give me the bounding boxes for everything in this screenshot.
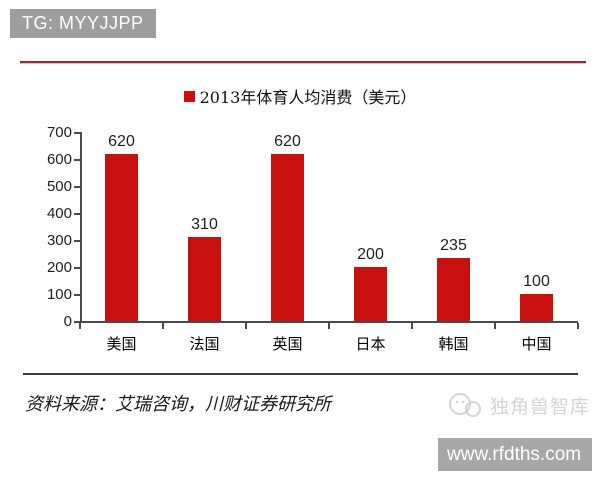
y-tick-mark [74,132,80,134]
y-axis-line [80,132,82,323]
legend-color-swatch-icon [183,90,195,102]
watermark: 独角兽智库 [447,391,590,419]
bar [354,267,387,321]
x-tick-label: 英国 [272,335,303,353]
x-tick-label: 法国 [189,335,220,353]
y-tick-mark [74,294,80,296]
y-tick-label: 100 [46,286,72,303]
y-tick-label: 700 [46,124,72,141]
y-tick-mark [74,159,80,161]
x-tick-label: 韩国 [438,335,469,353]
x-axis-line [80,321,578,323]
y-tick-mark [74,240,80,242]
y-tick-mark [74,186,80,188]
bar-value-label: 200 [357,246,384,263]
y-tick-label: 0 [63,313,72,330]
x-tick-mark [328,323,330,329]
bar-value-label: 235 [440,236,467,254]
y-tick-label: 300 [46,232,72,249]
x-tick-label: 中国 [521,335,552,353]
bar [520,294,553,321]
x-tick-mark [162,323,164,329]
website-badge: www.rfdths.com [438,438,592,471]
y-tick-label: 600 [46,151,72,168]
x-tick-mark [494,323,496,329]
bar [271,153,304,321]
source-note: 资料来源：艾瑞咨询，川财证券研究所 [25,394,331,415]
y-tick-mark [74,321,80,323]
chart-legend: 2013年体育人均消费（美元） [0,84,600,108]
unicorn-hub-logo-icon [447,391,483,419]
y-tick-mark [74,267,80,269]
tg-badge: TG: MYYJJPP [10,9,156,38]
y-tick-label: 400 [46,205,72,222]
x-tick-mark [79,323,81,329]
bar-value-label: 100 [523,273,550,290]
bar-value-label: 620 [274,132,301,150]
watermark-label: 独角兽智库 [490,395,591,418]
legend-label: 2013年体育人均消费（美元） [199,88,417,107]
footer-divider-line [23,373,578,375]
x-tick-mark [577,323,579,329]
x-tick-mark [411,323,413,329]
bar-value-label: 310 [191,216,218,234]
header-rule-line [20,61,586,63]
bar-value-label: 620 [108,132,135,150]
x-tick-mark [245,323,247,329]
y-tick-mark [74,213,80,215]
bar [105,153,138,321]
y-tick-label: 500 [46,178,72,195]
x-tick-label: 美国 [106,335,137,353]
x-tick-label: 日本 [355,335,386,353]
y-tick-label: 200 [46,259,72,276]
bar [437,257,470,321]
bar [188,237,221,321]
